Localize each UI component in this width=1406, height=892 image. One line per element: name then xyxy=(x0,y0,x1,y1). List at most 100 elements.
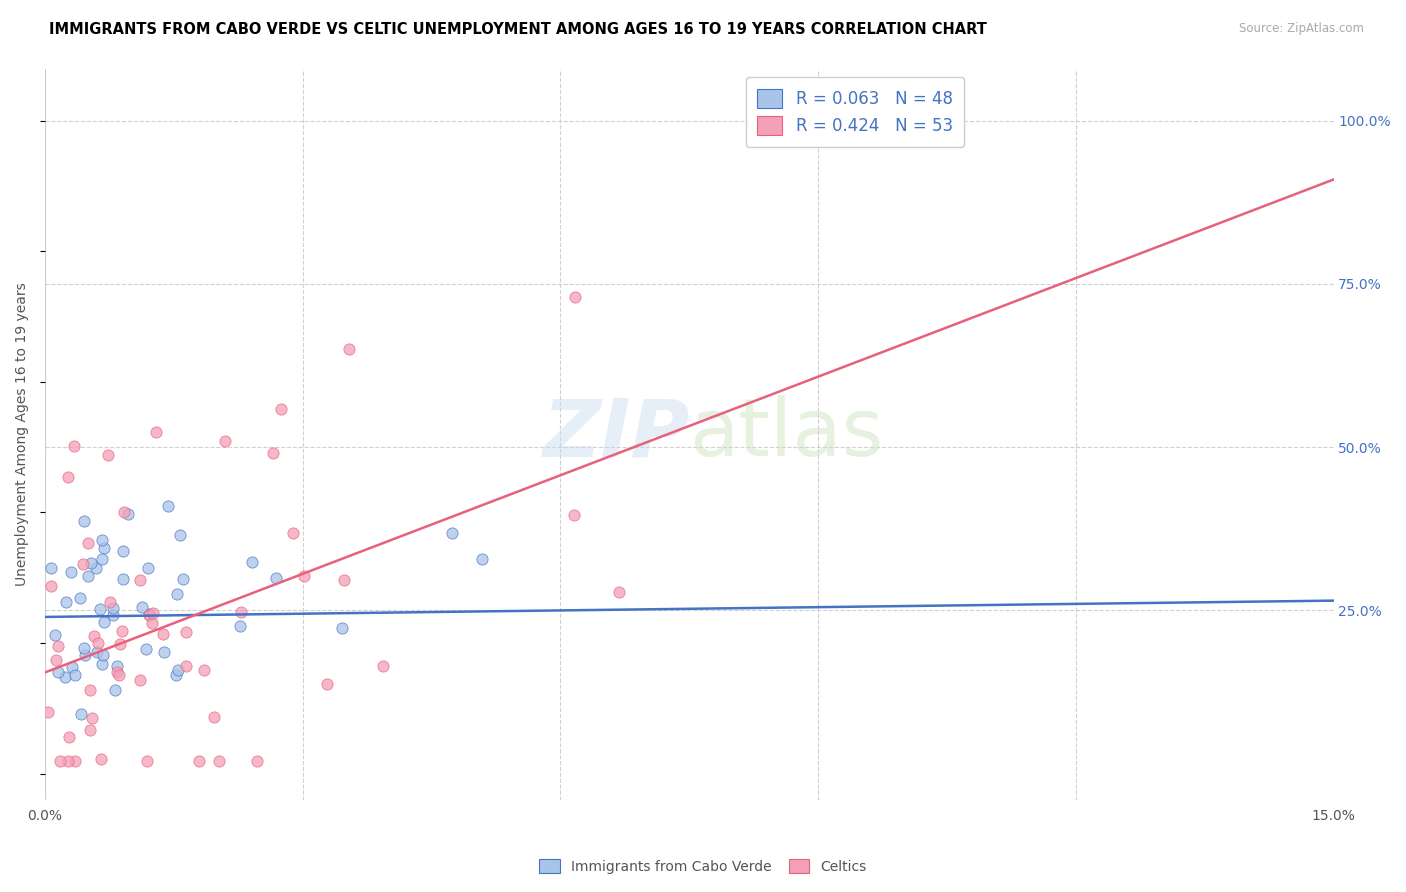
Point xyxy=(214,434,236,449)
Point xyxy=(316,677,339,691)
Point xyxy=(202,710,225,724)
Point xyxy=(112,505,135,519)
Point xyxy=(332,621,354,635)
Point xyxy=(270,401,292,416)
Point xyxy=(187,754,209,768)
Point xyxy=(75,648,97,662)
Point xyxy=(283,525,305,540)
Point xyxy=(87,636,110,650)
Point xyxy=(77,569,100,583)
Point xyxy=(101,607,124,622)
Point xyxy=(56,469,79,483)
Point xyxy=(108,637,131,651)
Point xyxy=(229,605,252,619)
Point xyxy=(142,606,165,620)
Point xyxy=(44,628,66,642)
Point xyxy=(564,290,586,304)
Point xyxy=(45,653,67,667)
Point xyxy=(37,705,59,719)
Point xyxy=(441,526,464,541)
Point xyxy=(141,616,163,631)
Point xyxy=(63,754,86,768)
Point xyxy=(72,641,94,656)
Point xyxy=(72,558,94,572)
Text: Source: ZipAtlas.com: Source: ZipAtlas.com xyxy=(1239,22,1364,36)
Point xyxy=(129,574,152,588)
Point xyxy=(41,579,63,593)
Point xyxy=(337,342,360,356)
Point xyxy=(105,658,128,673)
Point xyxy=(169,528,191,542)
Point xyxy=(193,663,215,677)
Point xyxy=(166,587,188,601)
Point xyxy=(117,507,139,521)
Text: ZIP: ZIP xyxy=(541,395,689,473)
Point xyxy=(60,660,83,674)
Point xyxy=(292,569,315,583)
Point xyxy=(174,625,197,640)
Point xyxy=(108,668,131,682)
Point xyxy=(82,711,104,725)
Point xyxy=(58,730,80,744)
Point xyxy=(98,595,121,609)
Point xyxy=(373,658,395,673)
Point xyxy=(79,723,101,737)
Legend: Immigrants from Cabo Verde, Celtics: Immigrants from Cabo Verde, Celtics xyxy=(533,852,873,880)
Point xyxy=(174,659,197,673)
Point xyxy=(93,615,115,629)
Point xyxy=(145,425,167,440)
Point xyxy=(69,591,91,605)
Text: IMMIGRANTS FROM CABO VERDE VS CELTIC UNEMPLOYMENT AMONG AGES 16 TO 19 YEARS CORR: IMMIGRANTS FROM CABO VERDE VS CELTIC UNE… xyxy=(49,22,987,37)
Point xyxy=(53,670,76,684)
Point xyxy=(63,439,86,453)
Point xyxy=(91,552,114,566)
Point xyxy=(152,627,174,641)
Point xyxy=(90,657,112,671)
Point xyxy=(156,500,179,514)
Point xyxy=(264,571,287,585)
Point xyxy=(58,754,80,768)
Point xyxy=(246,754,269,768)
Point xyxy=(80,557,103,571)
Point xyxy=(112,572,135,586)
Point xyxy=(607,585,630,599)
Point xyxy=(77,536,100,550)
Text: atlas: atlas xyxy=(689,395,883,473)
Point xyxy=(97,448,120,462)
Point xyxy=(165,667,187,681)
Point xyxy=(46,665,69,680)
Point xyxy=(112,544,135,558)
Point xyxy=(333,574,356,588)
Point xyxy=(242,555,264,569)
Point xyxy=(91,533,114,548)
Point xyxy=(89,602,111,616)
Point xyxy=(138,607,160,621)
Point xyxy=(111,624,134,639)
Point xyxy=(562,508,585,523)
Point xyxy=(49,754,72,768)
Point xyxy=(90,752,112,766)
Point xyxy=(86,645,108,659)
Point xyxy=(136,561,159,575)
Point xyxy=(104,682,127,697)
Point xyxy=(93,541,115,555)
Point xyxy=(136,754,159,768)
Point xyxy=(84,560,107,574)
Point xyxy=(39,561,62,575)
Y-axis label: Unemployment Among Ages 16 to 19 years: Unemployment Among Ages 16 to 19 years xyxy=(15,282,30,586)
Point xyxy=(91,648,114,662)
Point xyxy=(471,551,494,566)
Point xyxy=(105,665,128,680)
Point xyxy=(229,618,252,632)
Point xyxy=(79,683,101,698)
Point xyxy=(63,667,86,681)
Point xyxy=(208,754,231,768)
Point xyxy=(101,601,124,615)
Point xyxy=(153,645,176,659)
Point xyxy=(135,642,157,657)
Point xyxy=(83,629,105,643)
Point xyxy=(73,514,96,528)
Point xyxy=(46,639,69,653)
Point xyxy=(172,572,194,586)
Point xyxy=(60,565,83,579)
